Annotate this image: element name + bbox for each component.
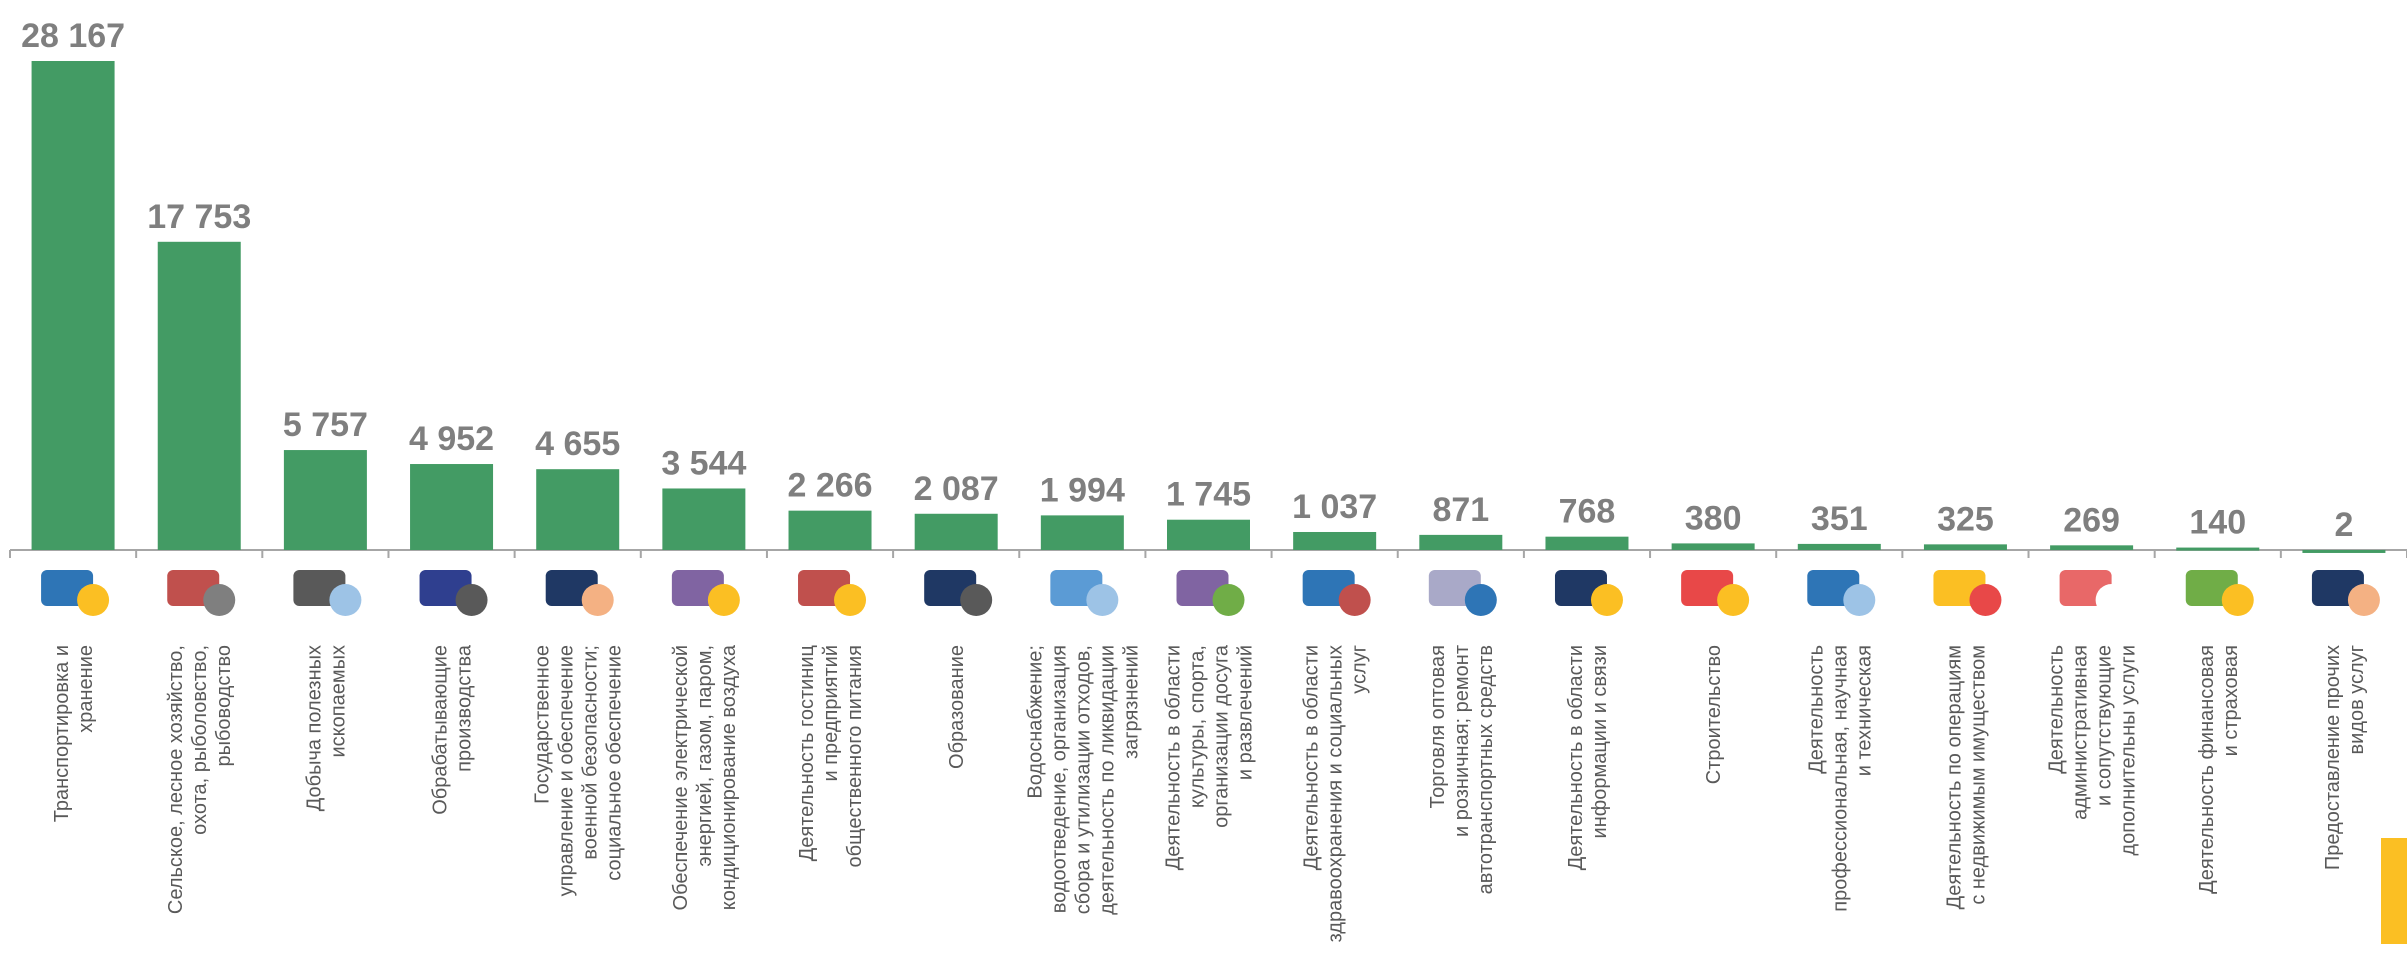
value-label: 325 [1937,500,1994,538]
value-label: 2 087 [914,470,999,508]
bar [1797,543,1881,550]
value-label: 1 745 [1166,476,1251,514]
icon-shape [834,584,867,616]
bar [1167,519,1250,550]
bar [788,510,872,550]
category-icon [293,570,362,616]
category-icon [545,570,614,616]
category-icon [167,570,236,616]
bar [31,61,115,550]
category-icon [1428,570,1497,616]
bar [662,488,746,550]
bar [1040,515,1124,550]
category-icon [419,570,488,616]
category-icon [2311,570,2380,616]
category-icon [1302,570,1371,616]
x-tick-label: Обеспечение электрической энергией, газом… [670,644,740,910]
bar [2176,547,2260,551]
x-tick-label: Деятельность гостиниц и предприятий общест… [796,645,866,867]
category-icon [2185,570,2254,616]
x-tick-label: Образование [946,645,968,769]
icon-shape [2095,584,2128,616]
icon-shape [2221,584,2254,616]
bar [1419,534,1503,550]
category-icon [798,570,867,616]
icon-shape [1212,584,1245,616]
x-tick-label: Деятельность профессиональная, научная и т… [1805,645,1875,912]
x-tick-label: Деятельность в области культуры, спорта, о… [1163,644,1257,870]
decor-block [2381,838,2407,944]
value-label: 351 [1811,500,1868,538]
icon-shape [455,584,488,616]
bar [1293,531,1377,550]
bar [1671,543,1755,550]
value-label: 2 [2334,506,2353,544]
value-label: 3 544 [661,444,746,482]
x-tick-label: Деятельность по операциям с недвижимым им… [1943,645,1989,909]
x-tick-label: Государственное управление и обеспечение в… [532,645,626,896]
icon-shape [77,584,110,616]
x-tick-label: Водоснабжение; водоотведение, организация… [1024,645,1142,915]
icon-shape [1717,584,1750,616]
bar [2050,545,2134,550]
value-label: 768 [1559,493,1616,531]
category-icon [924,570,993,616]
bar [1923,544,2007,550]
icon-shape [2347,584,2380,616]
value-label: 1 037 [1292,488,1377,526]
value-label: 4 655 [535,425,620,463]
category-icon [1050,570,1119,616]
x-tick-label: Деятельность финансовая и страховая [2196,645,2242,894]
bar [157,241,241,551]
icon-shape [581,584,614,616]
value-label: 4 952 [409,420,494,458]
value-label: 140 [2189,504,2246,542]
value-label: 871 [1432,491,1489,529]
x-tick-label: Деятельность в области здравоохранения и … [1301,645,1371,942]
icon-shape [1086,584,1119,616]
x-tick-label: Добыча полезных ископаемых [303,645,349,811]
category-icon [2059,570,2128,616]
category-icon [1807,570,1876,616]
icon-shape [329,584,362,616]
icon-shape [1590,584,1623,616]
value-label: 2 266 [787,467,872,505]
x-tick-label: Сельское, лесное хозяйство, охота, рыболо… [165,645,235,914]
icon-shape [960,584,993,616]
icon-shape [1843,584,1876,616]
category-icon [671,570,740,616]
bar [536,469,620,550]
icon-shape [203,584,236,616]
value-label: 17 753 [147,198,251,236]
bar [914,513,998,550]
category-icon [1681,570,1750,616]
value-label: 269 [2063,501,2120,539]
x-tick-label: Деятельность административная и сопутствую… [2046,645,2140,856]
icon-shape [707,584,740,616]
category-icon [1933,570,2002,616]
category-icon [1176,570,1245,616]
x-tick-label: Предоставление прочих видов услуг [2322,645,2368,870]
bar [1545,536,1629,550]
x-tick-label: Деятельность в области информации и связи [1565,645,1611,870]
icon-shape [1969,584,2002,616]
bar [410,464,494,550]
x-tick-label: Транспортировка и хранение [51,645,97,822]
value-label: 380 [1685,499,1742,537]
category-icon [41,570,110,616]
bar [283,450,367,550]
x-tick-label: Обрабатывающие производства [430,644,476,815]
value-label: 1 994 [1040,471,1125,509]
category-icon [1554,570,1623,616]
value-label: 28 167 [21,17,125,55]
icon-shape [1464,584,1497,616]
icon-shape [1338,584,1371,616]
value-label: 5 757 [283,406,368,444]
x-tick-label: Торговля оптовая и розничная; ремонт автот… [1427,645,1497,894]
bar [2302,549,2386,553]
x-tick-label: Строительство [1703,645,1725,784]
